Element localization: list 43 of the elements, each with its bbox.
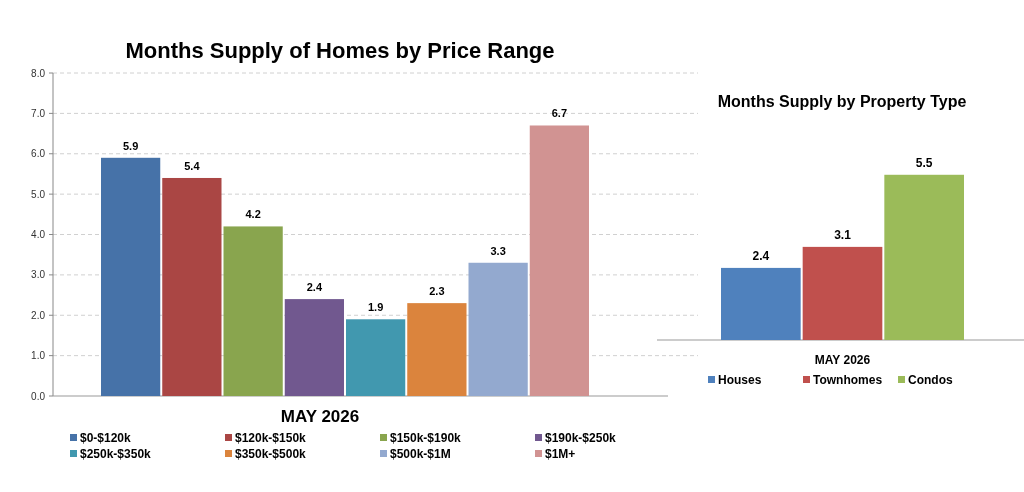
- bar: [529, 125, 589, 396]
- data-label: 5.4: [184, 159, 201, 172]
- legend-label: Houses: [718, 373, 762, 388]
- bar: [468, 262, 528, 396]
- y-tick-label: 1.0: [31, 350, 46, 362]
- legend-label: $190k-$250k: [545, 431, 617, 446]
- data-label: 2.4: [306, 281, 323, 294]
- y-tick-label: 3.0: [31, 269, 46, 281]
- legend-label: $0-$120k: [80, 431, 132, 446]
- bar: [284, 299, 344, 396]
- legend-label: $350k-$500k: [235, 447, 307, 462]
- y-tick-label: 6.0: [31, 148, 46, 160]
- legend-label: Townhomes: [813, 373, 883, 388]
- legend-label: $150k-$190k: [390, 431, 462, 446]
- legend-label: Condos: [908, 373, 953, 388]
- bar: [407, 303, 467, 396]
- chart-title: Months Supply of Homes by Price Range: [125, 38, 555, 63]
- legend-label: $120k-$150k: [235, 431, 307, 446]
- data-label: 5.9: [122, 139, 139, 152]
- data-label: 3.1: [834, 227, 852, 242]
- data-label: 6.7: [551, 107, 568, 120]
- legend-label: $250k-$350k: [80, 447, 152, 462]
- y-tick-label: 0.0: [31, 390, 46, 402]
- y-tick-label: 4.0: [31, 229, 46, 240]
- chart-title: Months Supply by Property Type: [717, 93, 967, 110]
- x-axis-title: MAY 2026: [280, 407, 360, 426]
- legend-label: $1M+: [545, 447, 576, 462]
- y-tick-label: 2.0: [31, 309, 46, 321]
- y-tick-label: 5.0: [31, 188, 46, 200]
- bar: [101, 157, 161, 396]
- x-axis-title: MAY 2026: [814, 353, 871, 367]
- y-tick-label: 8.0: [31, 67, 46, 79]
- data-label: 2.3: [429, 285, 445, 298]
- bar: [162, 177, 222, 396]
- data-label: 3.3: [490, 244, 506, 257]
- data-label: 1.9: [367, 301, 384, 314]
- data-label: 2.4: [752, 248, 770, 263]
- data-label: 5.5: [915, 155, 933, 170]
- bar: [346, 319, 406, 396]
- y-tick-label: 7.0: [31, 107, 46, 119]
- legend-label: $500k-$1M: [390, 447, 451, 462]
- data-label: 4.2: [245, 208, 261, 221]
- bar: [223, 226, 283, 396]
